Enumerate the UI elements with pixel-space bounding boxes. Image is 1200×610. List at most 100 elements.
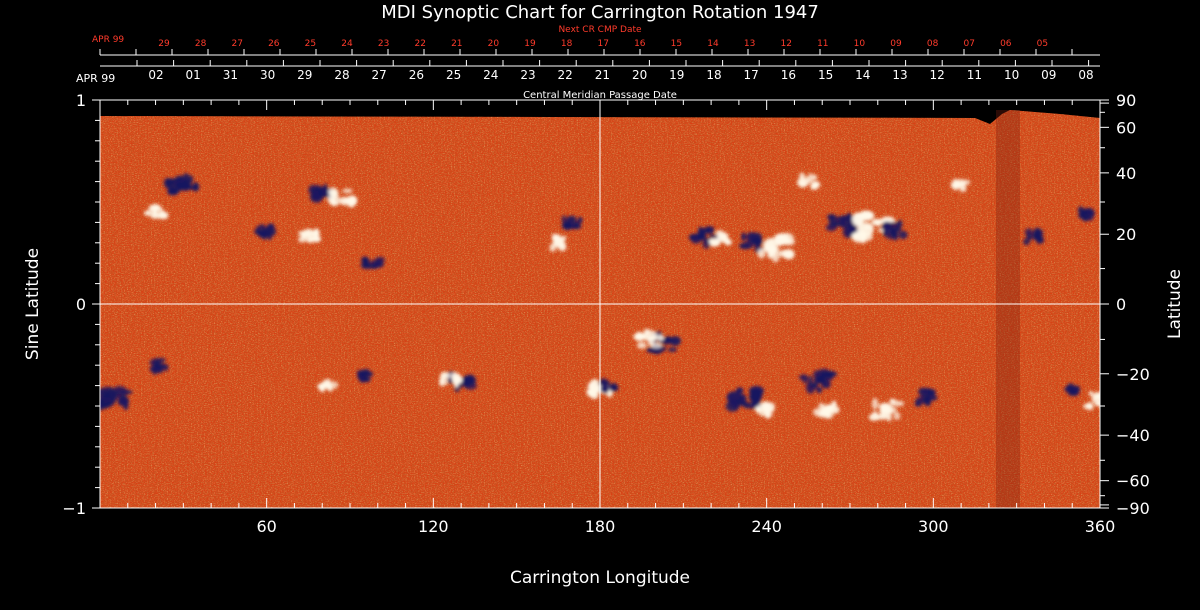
top-axis-1-tick-label: 17 — [597, 39, 608, 49]
y-tick-right-label: −60 — [1116, 472, 1150, 491]
top-axis-1-tick-label: 05 — [1037, 39, 1048, 49]
top-axis-1-month: APR 99 — [92, 35, 124, 45]
y-tick-right-label: 40 — [1116, 164, 1136, 183]
top-axis-1-tick-label: 25 — [305, 39, 316, 49]
y-tick-right-label: −40 — [1116, 426, 1150, 445]
top-axis-1-tick-label: 27 — [231, 39, 242, 49]
y-tick-left-label: −1 — [62, 499, 86, 518]
top-axis-2-ticks: 02 01 31 30 29 28 27 26 25 24 23 22 21 20 19 18 17 16 15 14… — [136, 60, 1094, 82]
negative-polarity-patch — [813, 376, 825, 384]
top-axis-1-tick-label: 19 — [524, 39, 536, 49]
top-axis-2-tick-label: 12 — [930, 68, 945, 82]
positive-polarity-patch — [329, 197, 336, 206]
axes: 60 120 180 240 300 360 1 0 −1 90 60 40 20 0 −20 −40 −60 −… — [62, 91, 1149, 536]
negative-polarity-patch — [667, 347, 678, 353]
top-axis-1-tick-label: 26 — [268, 39, 280, 49]
top-axis-1-tick-label: 18 — [561, 39, 573, 49]
positive-polarity-patch — [647, 338, 655, 347]
negative-polarity-patch — [180, 181, 191, 192]
positive-polarity-patch — [587, 383, 596, 389]
negative-polarity-patch — [183, 173, 189, 178]
negative-polarity-patch — [561, 221, 570, 230]
positive-polarity-patch — [962, 186, 967, 191]
negative-polarity-patch — [267, 223, 275, 229]
top-axis-1-tick-label: 07 — [963, 39, 974, 49]
top-axis-2-tick-label: 22 — [558, 68, 573, 82]
top-axis-2-tick-label: 15 — [818, 68, 833, 82]
positive-polarity-patch — [561, 235, 567, 241]
top-axis-2-tick-label: 16 — [781, 68, 796, 82]
top-axis-1-tick-label: 12 — [780, 39, 791, 49]
negative-polarity-patch — [1082, 214, 1089, 222]
negative-polarity-patch — [599, 378, 608, 385]
y-tick-left-label: 0 — [76, 295, 86, 314]
negative-polarity-patch — [736, 387, 744, 394]
positive-polarity-patch — [957, 182, 967, 187]
positive-polarity-patch — [152, 204, 161, 212]
positive-polarity-patch — [440, 372, 452, 380]
data-gap-band — [996, 110, 1020, 508]
top-axis-1-tick-label: 10 — [854, 39, 866, 49]
positive-polarity-patch — [811, 180, 821, 188]
top-axis-2-tick-label: 17 — [744, 68, 759, 82]
x-tick-label: 300 — [918, 517, 949, 536]
negative-polarity-patch — [748, 233, 753, 243]
positive-polarity-patch — [758, 409, 768, 417]
negative-polarity-patch — [847, 226, 857, 235]
top-axis-2-tick-label: 09 — [1041, 68, 1056, 82]
negative-polarity-patch — [1039, 230, 1044, 235]
negative-polarity-patch — [915, 397, 920, 407]
top-axis-2-tick-label: 31 — [223, 68, 238, 82]
y-axis-right-label: Latitude — [1165, 269, 1185, 339]
top-axis-2-month: APR 99 — [76, 72, 115, 85]
y-axis-left-label: Sine Latitude — [23, 248, 43, 360]
top-axis-next-cmp: Next CR CMP Date APR 99 29 28 27 26 25 24 23 22… — [92, 25, 1100, 56]
negative-polarity-patch — [561, 215, 567, 224]
negative-polarity-patch — [363, 377, 371, 383]
positive-polarity-patch — [439, 378, 445, 387]
negative-polarity-patch — [898, 230, 908, 240]
active-regions — [100, 172, 1100, 422]
positive-polarity-patch — [1094, 401, 1100, 407]
positive-polarity-patch — [342, 188, 353, 194]
positive-polarity-patch — [879, 410, 889, 419]
positive-polarity-patch — [773, 233, 786, 247]
positive-polarity-patch — [340, 198, 348, 205]
negative-polarity-patch — [258, 228, 271, 237]
negative-polarity-patch — [743, 402, 751, 409]
y-tick-right-label: −20 — [1116, 365, 1150, 384]
positive-polarity-patch — [1083, 403, 1092, 410]
positive-polarity-patch — [330, 189, 339, 200]
positive-polarity-patch — [757, 248, 766, 259]
positive-polarity-patch — [312, 229, 321, 237]
top-axis-2-tick-label: 21 — [595, 68, 610, 82]
negative-polarity-patch — [164, 177, 173, 184]
negative-polarity-patch — [802, 375, 808, 384]
top-axis-2-tick-label: 02 — [148, 68, 163, 82]
top-axis-2-tick-label: 26 — [409, 68, 424, 82]
negative-polarity-patch — [308, 184, 318, 191]
chart-title: MDI Synoptic Chart for Carrington Rotati… — [381, 2, 819, 23]
top-axis-1-tick-label: 11 — [817, 39, 828, 49]
positive-polarity-patch — [150, 213, 162, 219]
x-axis-label: Carrington Longitude — [510, 568, 690, 588]
top-axis-1-tick-label: 21 — [451, 39, 462, 49]
positive-polarity-patch — [558, 242, 567, 252]
negative-polarity-patch — [174, 175, 186, 184]
top-axis-2-tick-label: 29 — [297, 68, 312, 82]
positive-polarity-patch — [656, 334, 665, 341]
negative-polarity-patch — [163, 365, 169, 372]
top-axis-cmp: APR 99 02 01 31 30 29 28 27 26 25 24 23 22 21 20 19 18 1… — [76, 60, 1100, 101]
negative-polarity-patch — [373, 260, 378, 269]
positive-polarity-patch — [643, 330, 658, 341]
negative-polarity-patch — [739, 242, 752, 250]
negative-polarity-patch — [168, 187, 178, 194]
positive-polarity-patch — [881, 216, 895, 224]
top-axis-1-tick-label: 28 — [195, 39, 207, 49]
top-axis-2-tick-label: 23 — [520, 68, 535, 82]
top-axis-1-tick-label: 29 — [158, 39, 170, 49]
negative-polarity-patch — [1064, 386, 1071, 392]
top-axis-2-tick-label: 13 — [892, 68, 907, 82]
negative-polarity-patch — [828, 216, 837, 227]
